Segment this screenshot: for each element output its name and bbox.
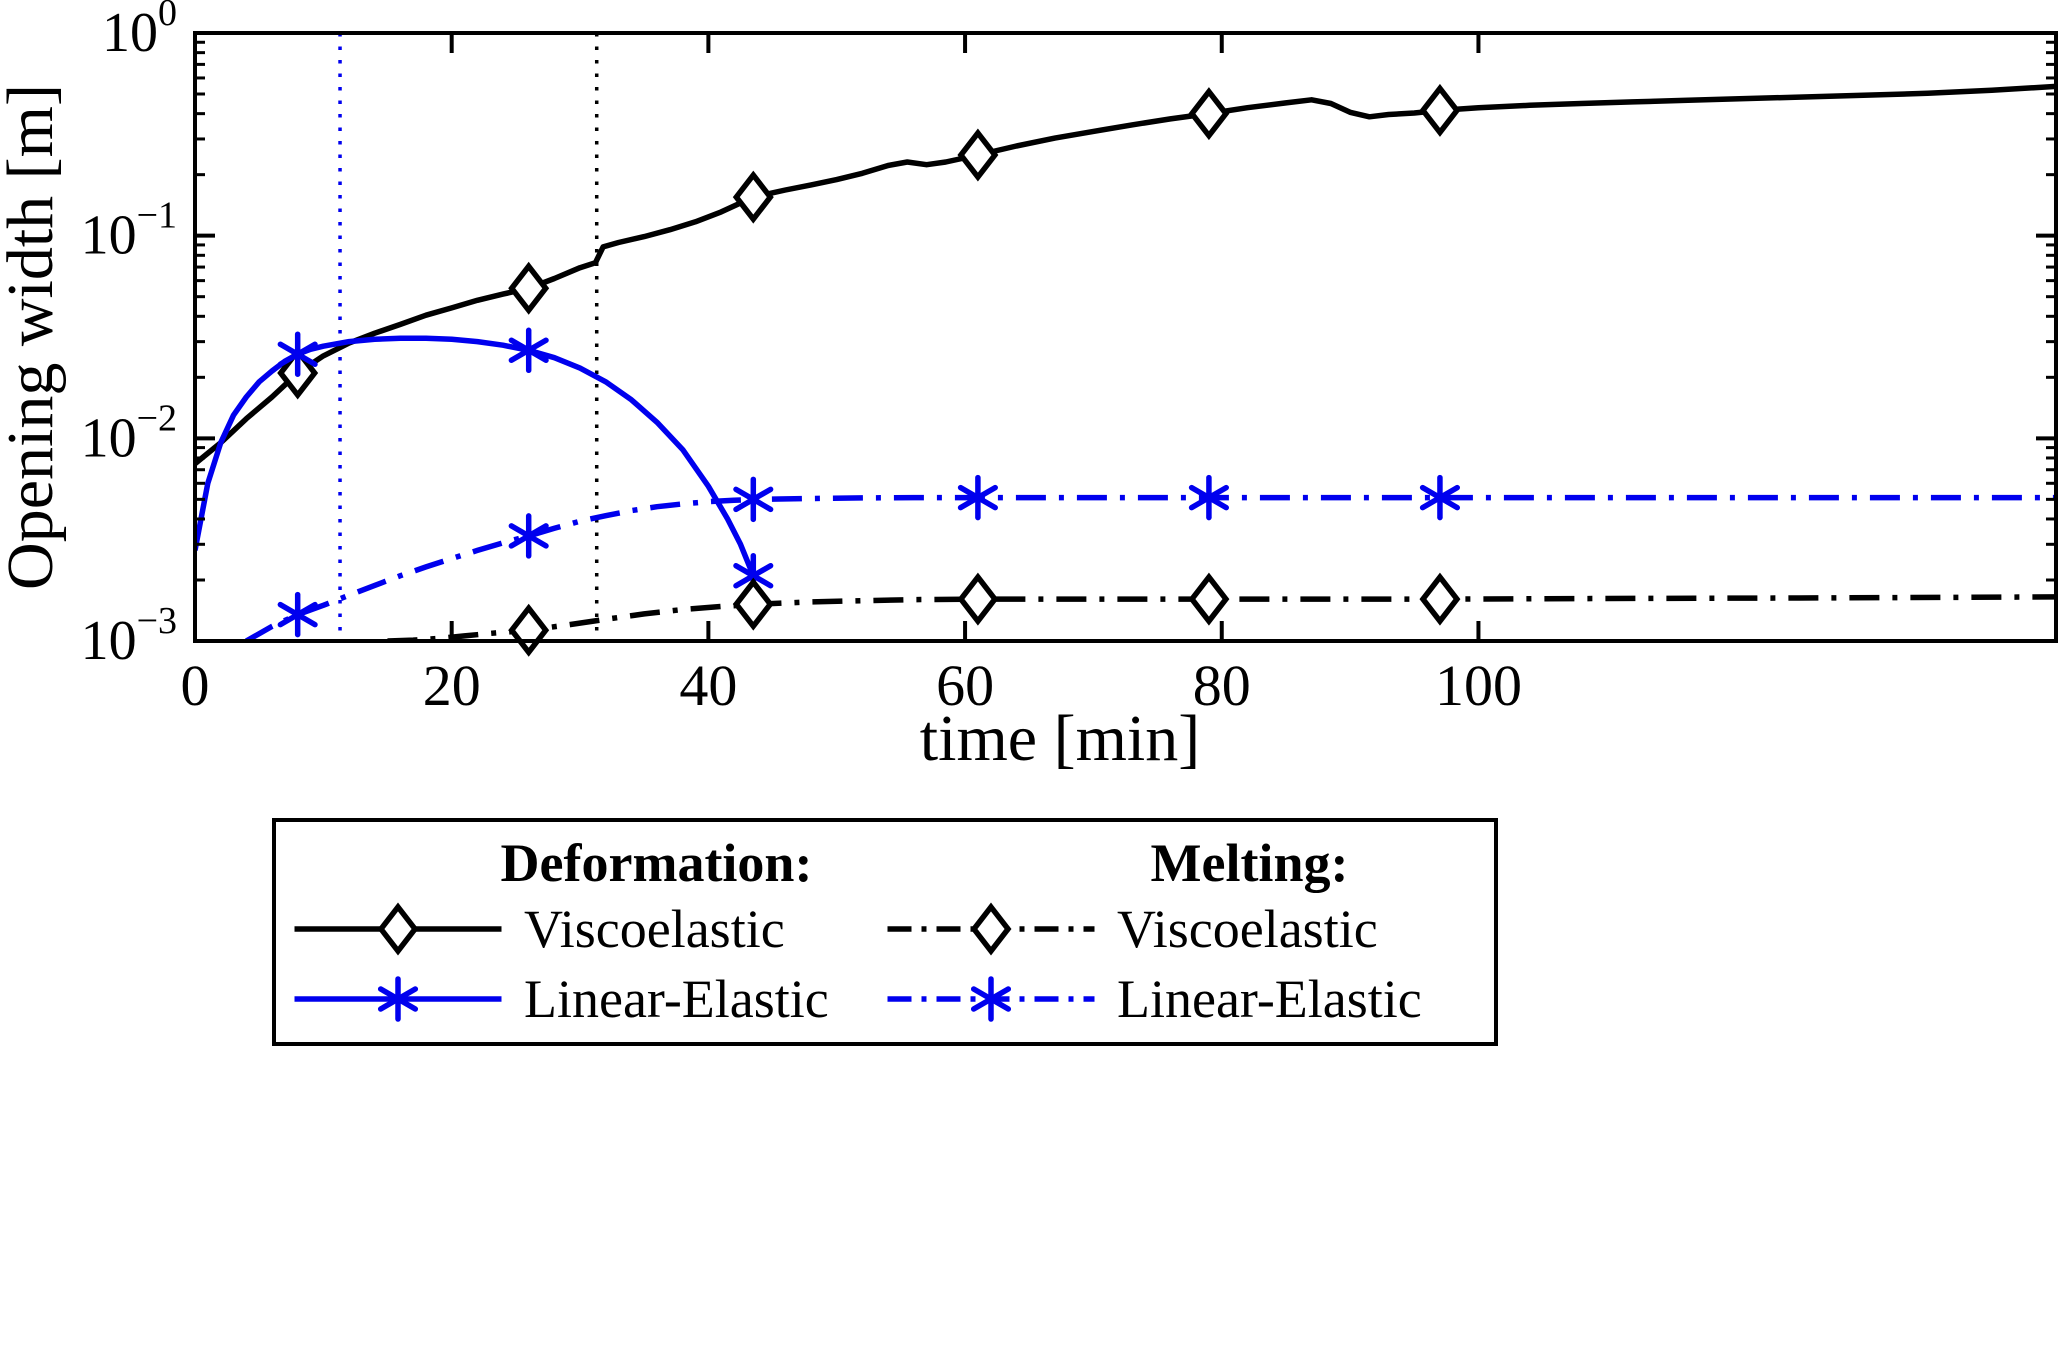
x-tick-label: 0 (181, 653, 210, 718)
legend-column-melting: Melting: Viscoelastic Linear-Elastic (883, 832, 1476, 1032)
asterisk-arm (970, 986, 1012, 1012)
y-axis-label: Opening width [m] (0, 84, 67, 590)
diamond-marker (732, 577, 774, 631)
legend-entry-label: Linear-Elastic (1117, 969, 1422, 1029)
x-axis-label: time [min] (920, 702, 1200, 775)
legend-box: Deformation: Viscoelastic Linear-Elastic … (272, 818, 1498, 1046)
legend-sample-melting-viscoelastic (887, 902, 1095, 956)
legend-entry-deformation-viscoelastic: Viscoelastic (290, 894, 883, 964)
diamond-marker (1188, 87, 1230, 141)
legend-entry-melting-viscoelastic: Viscoelastic (883, 894, 1476, 964)
diamond-marker (1419, 572, 1461, 626)
diamond-marker (732, 170, 774, 224)
legend-entry-deformation-linear-elastic: Linear-Elastic (290, 964, 883, 1034)
asterisk-arm (1419, 484, 1460, 511)
x-tick-label: 80 (1193, 653, 1251, 718)
y-tick-label: 10−2 (81, 397, 177, 469)
legend-rows-deformation: Viscoelastic Linear-Elastic (290, 894, 883, 1034)
series-markers-melting-linear-elastic (277, 474, 1460, 638)
plot-frame (193, 31, 2058, 643)
legend-entry-melting-linear-elastic: Linear-Elastic (883, 964, 1476, 1034)
asterisk-arm (733, 486, 774, 513)
diamond-marker (957, 572, 999, 626)
diamond-marker (508, 261, 550, 315)
diamond-marker (957, 128, 999, 182)
x-tick-label: 60 (936, 653, 994, 718)
series-markers-deformation-linear-elastic (277, 327, 774, 599)
legend-column-deformation: Deformation: Viscoelastic Linear-Elastic (290, 832, 883, 1032)
asterisk-marker (508, 327, 549, 374)
asterisk-arm (277, 341, 318, 367)
diamond-marker (377, 902, 419, 956)
asterisk-arm (733, 562, 774, 589)
x-tick-label: 40 (679, 653, 737, 718)
asterisk-marker (508, 513, 549, 559)
legend-entry-label: Viscoelastic (1117, 899, 1378, 959)
axes: 0 20 40 60 80 100 100 10−1 10−2 10−3 (81, 0, 2058, 718)
diamond-marker (1419, 83, 1461, 137)
asterisk-marker (1188, 474, 1229, 521)
legend-header-deformation: Deformation: (500, 833, 813, 893)
diamond-marker (1188, 572, 1230, 626)
asterisk-marker (970, 976, 1012, 1022)
series-line-deformation-viscoelastic (195, 83, 2056, 466)
diamond-marker (970, 902, 1012, 956)
asterisk-arm (377, 986, 419, 1012)
asterisk-arm (508, 523, 549, 549)
series-group (195, 83, 2056, 641)
legend-sample-melting-linear-elastic (887, 976, 1095, 1022)
asterisk-marker (377, 976, 419, 1022)
legend-sample-deformation-linear-elastic (294, 976, 502, 1022)
legend-entry-label: Linear-Elastic (524, 969, 829, 1029)
diamond-marker (508, 603, 550, 657)
legend-sample-deformation-viscoelastic (294, 902, 502, 956)
legend-entry-label: Viscoelastic (524, 899, 785, 959)
legend-rows-melting: Viscoelastic Linear-Elastic (883, 894, 1476, 1034)
y-tick-label: 10−1 (81, 195, 177, 267)
asterisk-arm (277, 601, 318, 628)
opening-width-chart: 0 20 40 60 80 100 100 10−1 10−2 10−3 time [min] O… (0, 0, 2058, 775)
x-tick-label: 20 (423, 653, 481, 718)
markers-group (277, 83, 1461, 657)
asterisk-marker (277, 331, 318, 377)
asterisk-marker (957, 474, 998, 521)
asterisk-arm (1188, 484, 1229, 511)
y-tick-label: 10−3 (81, 600, 177, 672)
series-line-melting-linear-elastic (244, 494, 2056, 641)
asterisk-marker (733, 476, 774, 523)
asterisk-marker (277, 591, 318, 638)
series-line-deformation-linear-elastic (195, 335, 756, 577)
x-tick-label: 100 (1435, 653, 1522, 718)
series-markers-deformation-viscoelastic (277, 83, 1461, 400)
asterisk-arm (957, 484, 998, 511)
asterisk-arm (508, 337, 549, 364)
legend-header-melting: Melting: (1150, 833, 1349, 893)
asterisk-marker (1419, 474, 1460, 521)
y-tick-label: 100 (102, 0, 177, 64)
